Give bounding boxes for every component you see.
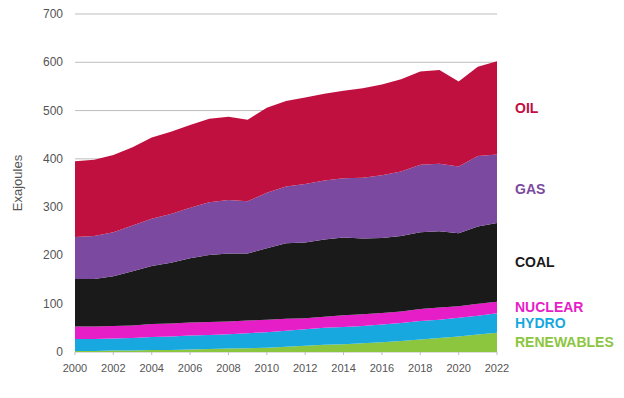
y-tick-label: 300 [43, 200, 63, 214]
x-tick [420, 352, 421, 355]
x-tick [190, 352, 191, 355]
legend-label: OIL [515, 100, 539, 116]
x-tick [343, 352, 344, 355]
y-tick-label: 100 [43, 297, 63, 311]
x-tick-label: 2022 [485, 362, 509, 374]
grid-line [75, 14, 497, 15]
y-tick-label: 400 [43, 152, 63, 166]
x-tick [228, 352, 229, 355]
x-tick-label: 2006 [178, 362, 202, 374]
legend-label: NUCLEAR [515, 299, 583, 315]
y-axis-label: Exajoules [10, 154, 25, 211]
x-tick-label: 2014 [331, 362, 355, 374]
x-tick [151, 352, 152, 355]
y-tick-label: 0 [56, 345, 63, 359]
legend-label: GAS [515, 181, 545, 197]
x-tick-label: 2020 [446, 362, 470, 374]
x-tick-label: 2012 [293, 362, 317, 374]
x-tick [75, 352, 76, 355]
x-tick [497, 352, 498, 355]
x-tick-label: 2008 [216, 362, 240, 374]
legend-label: HYDRO [515, 315, 566, 331]
x-tick-label: 2004 [139, 362, 163, 374]
grid-line [75, 62, 497, 63]
x-tick [305, 352, 306, 355]
x-tick-label: 2002 [101, 362, 125, 374]
chart: 0 100 200 300 400 500 600 700 2000 2002 2004 2006 20… [0, 0, 624, 398]
x-tick [458, 352, 459, 355]
areas [75, 61, 497, 352]
x-tick-label: 2010 [255, 362, 279, 374]
y-tick-label: 600 [43, 55, 63, 69]
y-tick-label: 200 [43, 248, 63, 262]
legend-label: COAL [515, 254, 555, 270]
area [75, 61, 497, 237]
y-tick-label: 700 [43, 7, 63, 21]
x-tick-label: 2016 [370, 362, 394, 374]
grid [75, 14, 497, 352]
legend-label: RENEWABLES [515, 334, 614, 350]
x-tick [113, 352, 114, 355]
y-tick-label: 500 [43, 104, 63, 118]
x-tick-label: 2000 [63, 362, 87, 374]
x-tick [381, 352, 382, 355]
x-tick [266, 352, 267, 355]
x-tick-label: 2018 [408, 362, 432, 374]
